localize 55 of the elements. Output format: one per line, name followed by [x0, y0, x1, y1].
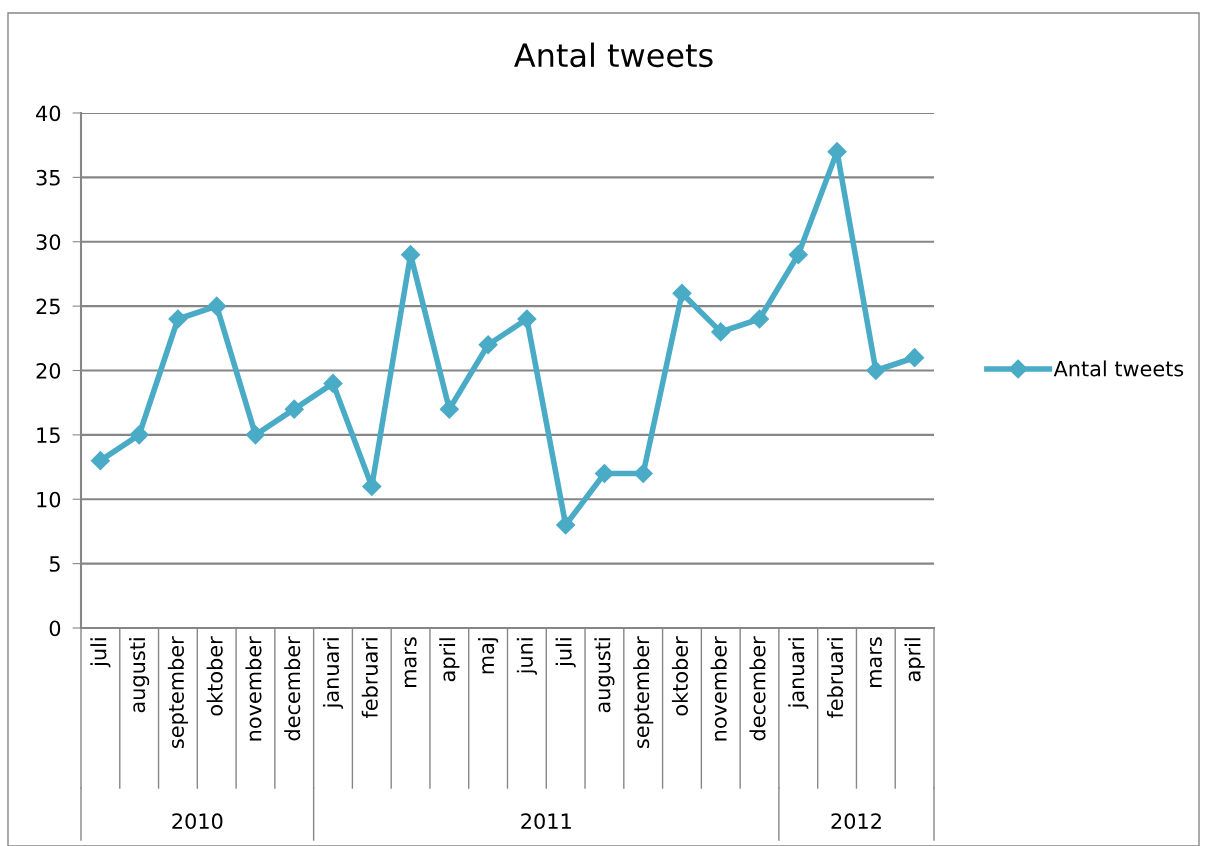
- x-tick-label: april: [439, 638, 460, 682]
- x-tick-label: juli: [90, 638, 111, 668]
- y-tick-label: 25: [36, 298, 60, 315]
- x-tick-label: mars: [404, 637, 417, 687]
- chart-title: Antal tweets: [514, 42, 713, 68]
- legend-label: Antal tweets: [1053, 360, 1184, 377]
- y-tick-label: 10: [37, 491, 61, 508]
- x-tick-label: september: [167, 636, 189, 748]
- x-tick-label: april: [904, 638, 925, 682]
- y-tick-label: 20: [36, 362, 61, 379]
- x-tick-label: augusti: [594, 638, 615, 713]
- y-tick-label: 40: [36, 105, 61, 122]
- point: [90, 451, 110, 471]
- x-tick-label: november: [710, 636, 727, 741]
- y-tick-label: 15: [37, 427, 60, 444]
- point: [207, 296, 227, 316]
- x-tick-label: oktober: [671, 636, 689, 716]
- x-tick-label: november: [245, 636, 262, 741]
- point: [168, 309, 188, 329]
- point: [245, 425, 266, 445]
- text: 2012: [831, 813, 881, 830]
- x-tick-label: juli: [555, 638, 576, 668]
- point: [478, 335, 498, 355]
- x-tick-label: januari: [788, 638, 809, 709]
- point: [711, 322, 731, 342]
- x-tick-label: januari: [322, 638, 344, 709]
- point: [672, 283, 692, 303]
- x-tick-label: februari: [826, 638, 844, 719]
- point: [905, 348, 925, 368]
- x-tick-label: december: [749, 636, 766, 741]
- point: [439, 399, 459, 419]
- x-tick-label: februari: [361, 638, 378, 719]
- point: [749, 309, 770, 329]
- x-tick-label: oktober: [206, 636, 223, 716]
- text: 2010: [172, 813, 223, 830]
- point: [323, 373, 343, 393]
- y-tick-label: 0: [49, 620, 61, 637]
- x-tick-label: december: [284, 636, 301, 741]
- point: [129, 425, 149, 445]
- y-tick-label: 35: [36, 169, 60, 186]
- text: 2011: [521, 813, 571, 830]
- point: [556, 515, 576, 535]
- y-tick-label: 5: [49, 556, 60, 572]
- y-tick-label: 30: [36, 234, 61, 250]
- point: [517, 309, 537, 329]
- x-tick-label: mars: [869, 637, 882, 687]
- x-tick-label: augusti: [129, 638, 150, 713]
- x-tick-label: september: [633, 636, 654, 748]
- point: [788, 245, 808, 265]
- point: [633, 463, 653, 484]
- x-tick-label: maj: [478, 638, 499, 674]
- x-tick-label: juni: [516, 638, 537, 675]
- point: [866, 360, 886, 381]
- point: [284, 399, 304, 419]
- point: [594, 463, 614, 484]
